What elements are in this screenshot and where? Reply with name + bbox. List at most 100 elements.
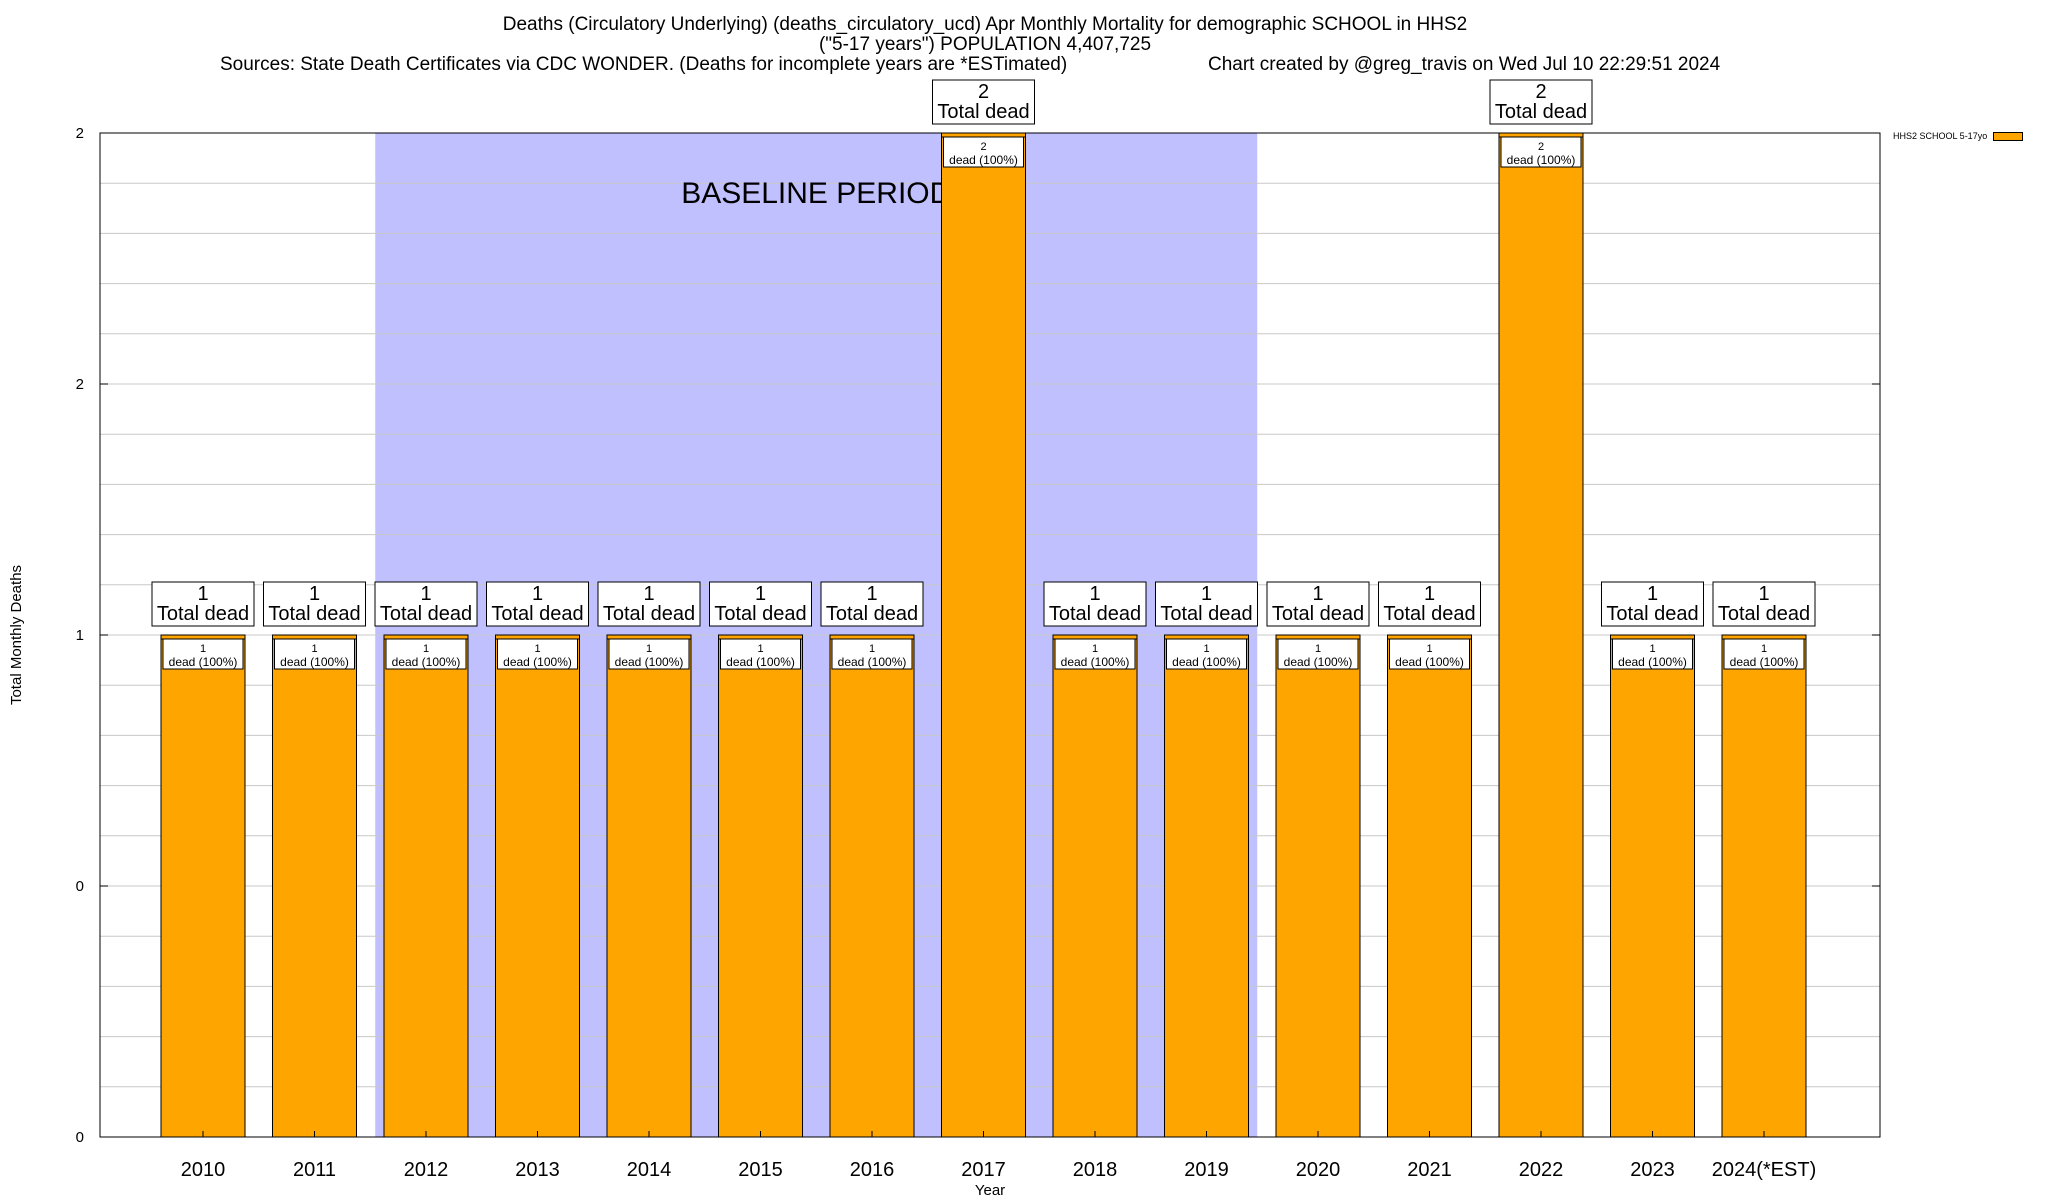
segment-label-count: 1: [1426, 643, 1432, 655]
total-label-box: [1601, 581, 1704, 627]
legend-swatch: [1993, 132, 2024, 142]
total-label-text: Total dead: [826, 603, 918, 625]
segment-label-text: dead (100%): [949, 153, 1018, 167]
segment-label-text: dead (100%): [838, 655, 907, 669]
segment-label-count: 2: [1538, 141, 1544, 153]
total-label-box: [1489, 79, 1593, 125]
x-tick-label: 2020: [1296, 1159, 1341, 1181]
segment-label-text: dead (100%): [1395, 655, 1464, 669]
segment-label-box: [1500, 136, 1582, 168]
total-label-text: Total dead: [937, 101, 1029, 123]
segment-label-box: [497, 638, 578, 670]
bar-2024(*EST): [1721, 634, 1807, 1138]
bar-2016: [829, 634, 915, 1138]
segment-label-count: 1: [311, 643, 317, 655]
y-tick-label: 2: [76, 376, 84, 393]
x-tick-label: 2016: [850, 1159, 895, 1181]
total-label-text: Total dead: [1160, 603, 1252, 625]
bar-2012: [383, 634, 469, 1138]
y-tick-label: 2: [76, 125, 84, 142]
total-label-box: [932, 79, 1035, 125]
total-label-text: Total dead: [1272, 603, 1364, 625]
chart-sources: Sources: State Death Certificates via CD…: [220, 54, 1068, 75]
x-tick-label: 2018: [1073, 1159, 1118, 1181]
bar-2019: [1164, 634, 1249, 1138]
total-label-text: Total dead: [1718, 603, 1810, 625]
x-tick-label: 2021: [1407, 1159, 1452, 1181]
x-tick-label: 2013: [515, 1159, 560, 1181]
legend-label: HHS2 SCHOOL 5-17yo: [1893, 131, 1988, 141]
bar-2011: [272, 634, 357, 1138]
segment-label-box: [720, 638, 801, 670]
total-label-text: Total dead: [491, 603, 583, 625]
total-label-count: 1: [755, 583, 766, 605]
segment-label-count: 1: [1203, 643, 1209, 655]
x-tick-label: 2022: [1519, 1159, 1564, 1181]
segment-label-count: 1: [757, 643, 763, 655]
total-label-box: [374, 581, 478, 627]
bar-2020: [1275, 634, 1361, 1138]
segment-label-text: dead (100%): [1061, 655, 1130, 669]
segment-label-count: 1: [1761, 643, 1767, 655]
total-label-text: Total dead: [268, 603, 360, 625]
bar-2010: [160, 634, 246, 1138]
segment-label-count: 1: [869, 643, 875, 655]
total-label-count: 1: [1089, 583, 1100, 605]
total-label-count: 1: [1424, 583, 1435, 605]
total-label-count: 1: [197, 583, 208, 605]
total-label-count: 1: [309, 583, 320, 605]
segment-label-text: dead (100%): [503, 655, 572, 669]
total-label-box: [820, 581, 924, 627]
segment-label-count: 1: [646, 643, 652, 655]
total-label-text: Total dead: [1606, 603, 1698, 625]
bar-2023: [1610, 634, 1695, 1138]
segment-label-box: [943, 136, 1024, 168]
segment-label-box: [162, 638, 244, 670]
segment-label-count: 1: [200, 643, 206, 655]
total-label-count: 2: [1535, 81, 1546, 103]
x-axis-label: Year: [975, 1182, 1005, 1199]
x-tick-label: 2017: [961, 1159, 1006, 1181]
y-tick-label: 0: [76, 1129, 84, 1146]
total-label-box: [1378, 581, 1481, 627]
segment-label-count: 1: [1649, 643, 1655, 655]
baseline-period-label: BASELINE PERIOD: [681, 177, 951, 210]
total-label-text: Total dead: [714, 603, 806, 625]
segment-label-box: [608, 638, 690, 670]
segment-label-text: dead (100%): [1618, 655, 1687, 669]
x-tick-label: 2010: [181, 1159, 226, 1181]
x-tick-label: 2024(*EST): [1712, 1159, 1817, 1181]
segment-label-text: dead (100%): [1172, 655, 1241, 669]
total-label-count: 1: [1312, 583, 1323, 605]
segment-label-text: dead (100%): [1730, 655, 1799, 669]
segment-label-count: 1: [1092, 643, 1098, 655]
x-tick-label: 2023: [1630, 1159, 1675, 1181]
segment-label-box: [1723, 638, 1805, 670]
total-label-count: 1: [420, 583, 431, 605]
bar-2014: [606, 634, 692, 1138]
bar-2015: [718, 634, 803, 1138]
total-label-count: 1: [643, 583, 654, 605]
y-tick-label: 1: [76, 627, 84, 644]
chart-title-line2: ("5-17 years") POPULATION 4,407,725: [818, 34, 1152, 55]
total-label-box: [486, 581, 589, 627]
segment-label-text: dead (100%): [1284, 655, 1353, 669]
total-label-box: [1155, 581, 1258, 627]
x-tick-label: 2012: [404, 1159, 449, 1181]
segment-label-box: [1389, 638, 1470, 670]
total-label-text: Total dead: [1495, 101, 1587, 123]
total-label-box: [151, 581, 255, 627]
chart-credit: Chart created by @greg_travis on Wed Jul…: [1208, 54, 1721, 75]
total-label-box: [597, 581, 701, 627]
segment-label-box: [1277, 638, 1359, 670]
total-label-box: [263, 581, 366, 627]
segment-label-box: [1054, 638, 1136, 670]
segment-label-count: 2: [980, 141, 986, 153]
y-tick-label: 0: [76, 878, 84, 895]
bar-2021: [1387, 634, 1472, 1138]
total-label-text: Total dead: [1383, 603, 1475, 625]
segment-label-count: 1: [1315, 643, 1321, 655]
segment-label-box: [1166, 638, 1247, 670]
segment-label-box: [1612, 638, 1693, 670]
segment-label-count: 1: [423, 643, 429, 655]
